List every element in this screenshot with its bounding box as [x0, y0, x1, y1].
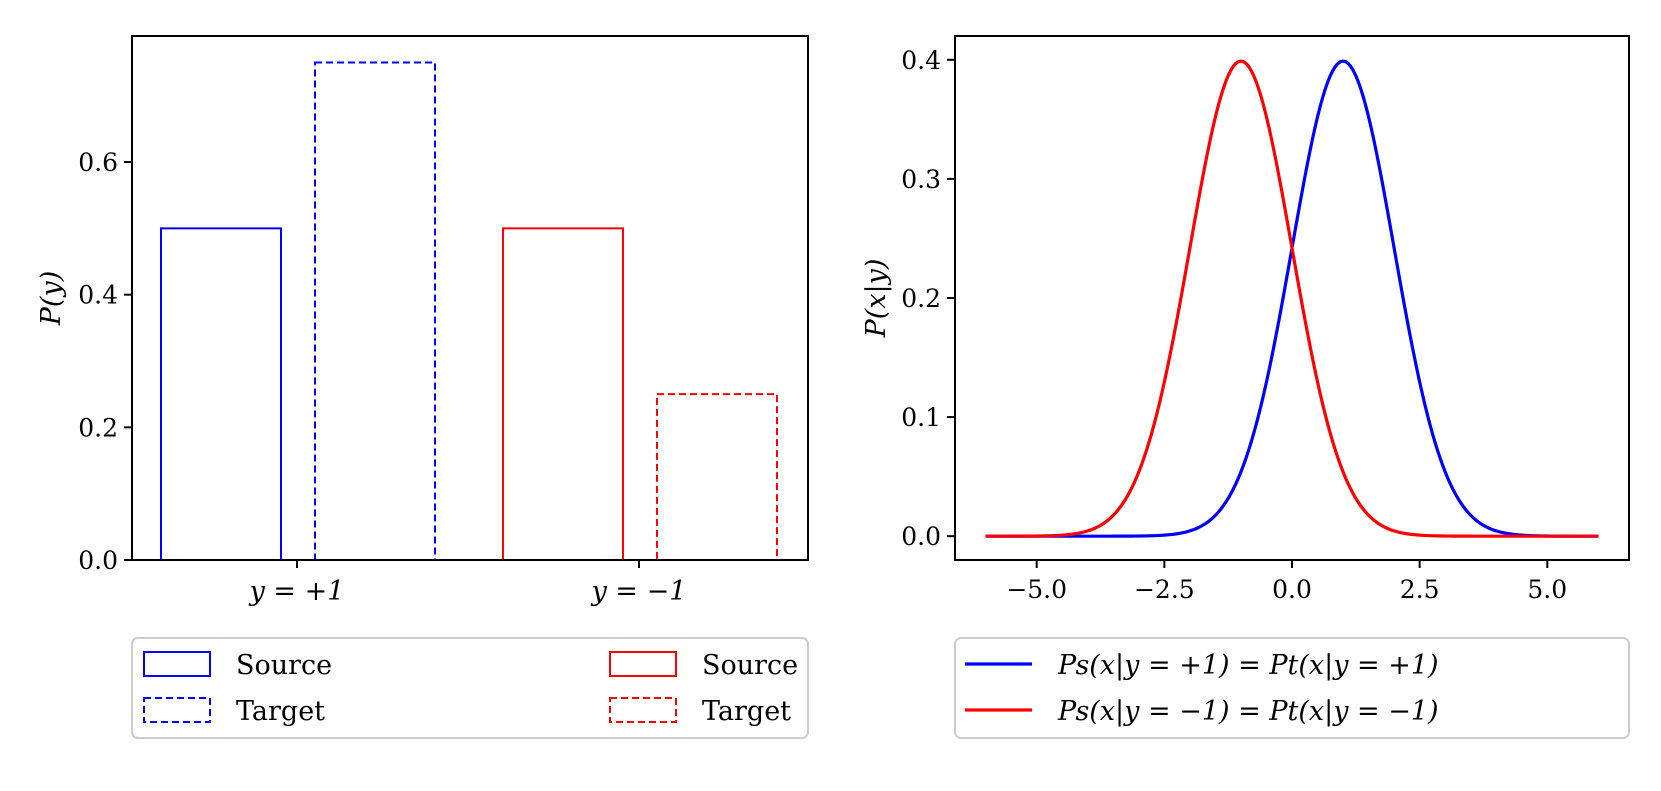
- y-tick-label: 0.1: [901, 403, 941, 432]
- right-legend: Ps(x|y = +1) = Pt(x|y = +1) Ps(x|y = −1) …: [954, 637, 1630, 739]
- legend-label: Ps(x|y = +1) = Pt(x|y = +1): [1057, 650, 1439, 681]
- y-tick-label: 0.4: [78, 281, 118, 310]
- left-legend-box: [131, 637, 809, 739]
- x-tick-label: 2.5: [1400, 575, 1440, 604]
- x-tick-label: −5.0: [1006, 575, 1067, 604]
- left-bar-chart: 0.0 0.2 0.4 0.6 y = +1 y = −1 P(y) Source Tar…: [36, 35, 809, 739]
- left-ylabel-text: P(y): [36, 271, 67, 327]
- bar-source-pos: [160, 227, 282, 561]
- y-tick-label: 0.6: [78, 148, 118, 177]
- right-ylabel-text: P(x|y): [861, 259, 892, 339]
- x-tick-label: 5.0: [1527, 575, 1567, 604]
- legend-label: Target: [236, 696, 325, 727]
- x-tick-label: y = −1: [591, 576, 687, 607]
- bar-source-neg: [502, 227, 624, 561]
- line-group: [985, 59, 1599, 538]
- y-tick-label: 0.2: [78, 413, 118, 442]
- right-axes-frame: [954, 35, 1630, 561]
- x-tick-label: y = +1: [249, 576, 345, 607]
- y-tick-label: 0.3: [901, 165, 941, 194]
- right-line-chart: 0.0 0.1 0.2 0.3 0.4 −5.0 −2.5 0.0 2.5 5.0 P(x|y)…: [861, 35, 1630, 739]
- left-y-ticks: 0.0 0.2 0.4 0.6: [78, 148, 132, 575]
- y-tick-label: 0.2: [901, 284, 941, 313]
- x-tick-label: 0.0: [1272, 575, 1312, 604]
- left-x-ticks: y = +1 y = −1: [249, 560, 687, 607]
- legend-label: Ps(x|y = −1) = Pt(x|y = −1): [1057, 696, 1439, 727]
- legend-handle: [143, 651, 211, 677]
- bar-group: [160, 61, 778, 561]
- line-series-pos: [985, 59, 1599, 538]
- bar-target-neg: [656, 393, 778, 561]
- legend-label: Source: [236, 650, 332, 681]
- legend-label: Source: [702, 650, 798, 681]
- right-x-ticks: −5.0 −2.5 0.0 2.5 5.0: [1006, 560, 1567, 604]
- y-tick-label: 0.0: [901, 522, 941, 551]
- x-tick-label: −2.5: [1134, 575, 1195, 604]
- bar-target-pos: [314, 61, 436, 561]
- line-series-neg: [985, 59, 1599, 538]
- legend-handle: [143, 697, 211, 723]
- right-y-axis-label: P(x|y): [861, 259, 892, 339]
- legend-handle: [609, 697, 677, 723]
- y-tick-label: 0.4: [901, 46, 941, 75]
- left-axes-frame: [131, 35, 809, 561]
- legend-label: Target: [702, 696, 791, 727]
- left-legend: Source Target Source Target: [131, 637, 809, 739]
- right-legend-box: [954, 637, 1630, 739]
- right-y-ticks: 0.0 0.1 0.2 0.3 0.4: [901, 46, 955, 551]
- left-y-axis-label: P(y): [36, 271, 67, 327]
- y-tick-label: 0.0: [78, 546, 118, 575]
- legend-handle: [609, 651, 677, 677]
